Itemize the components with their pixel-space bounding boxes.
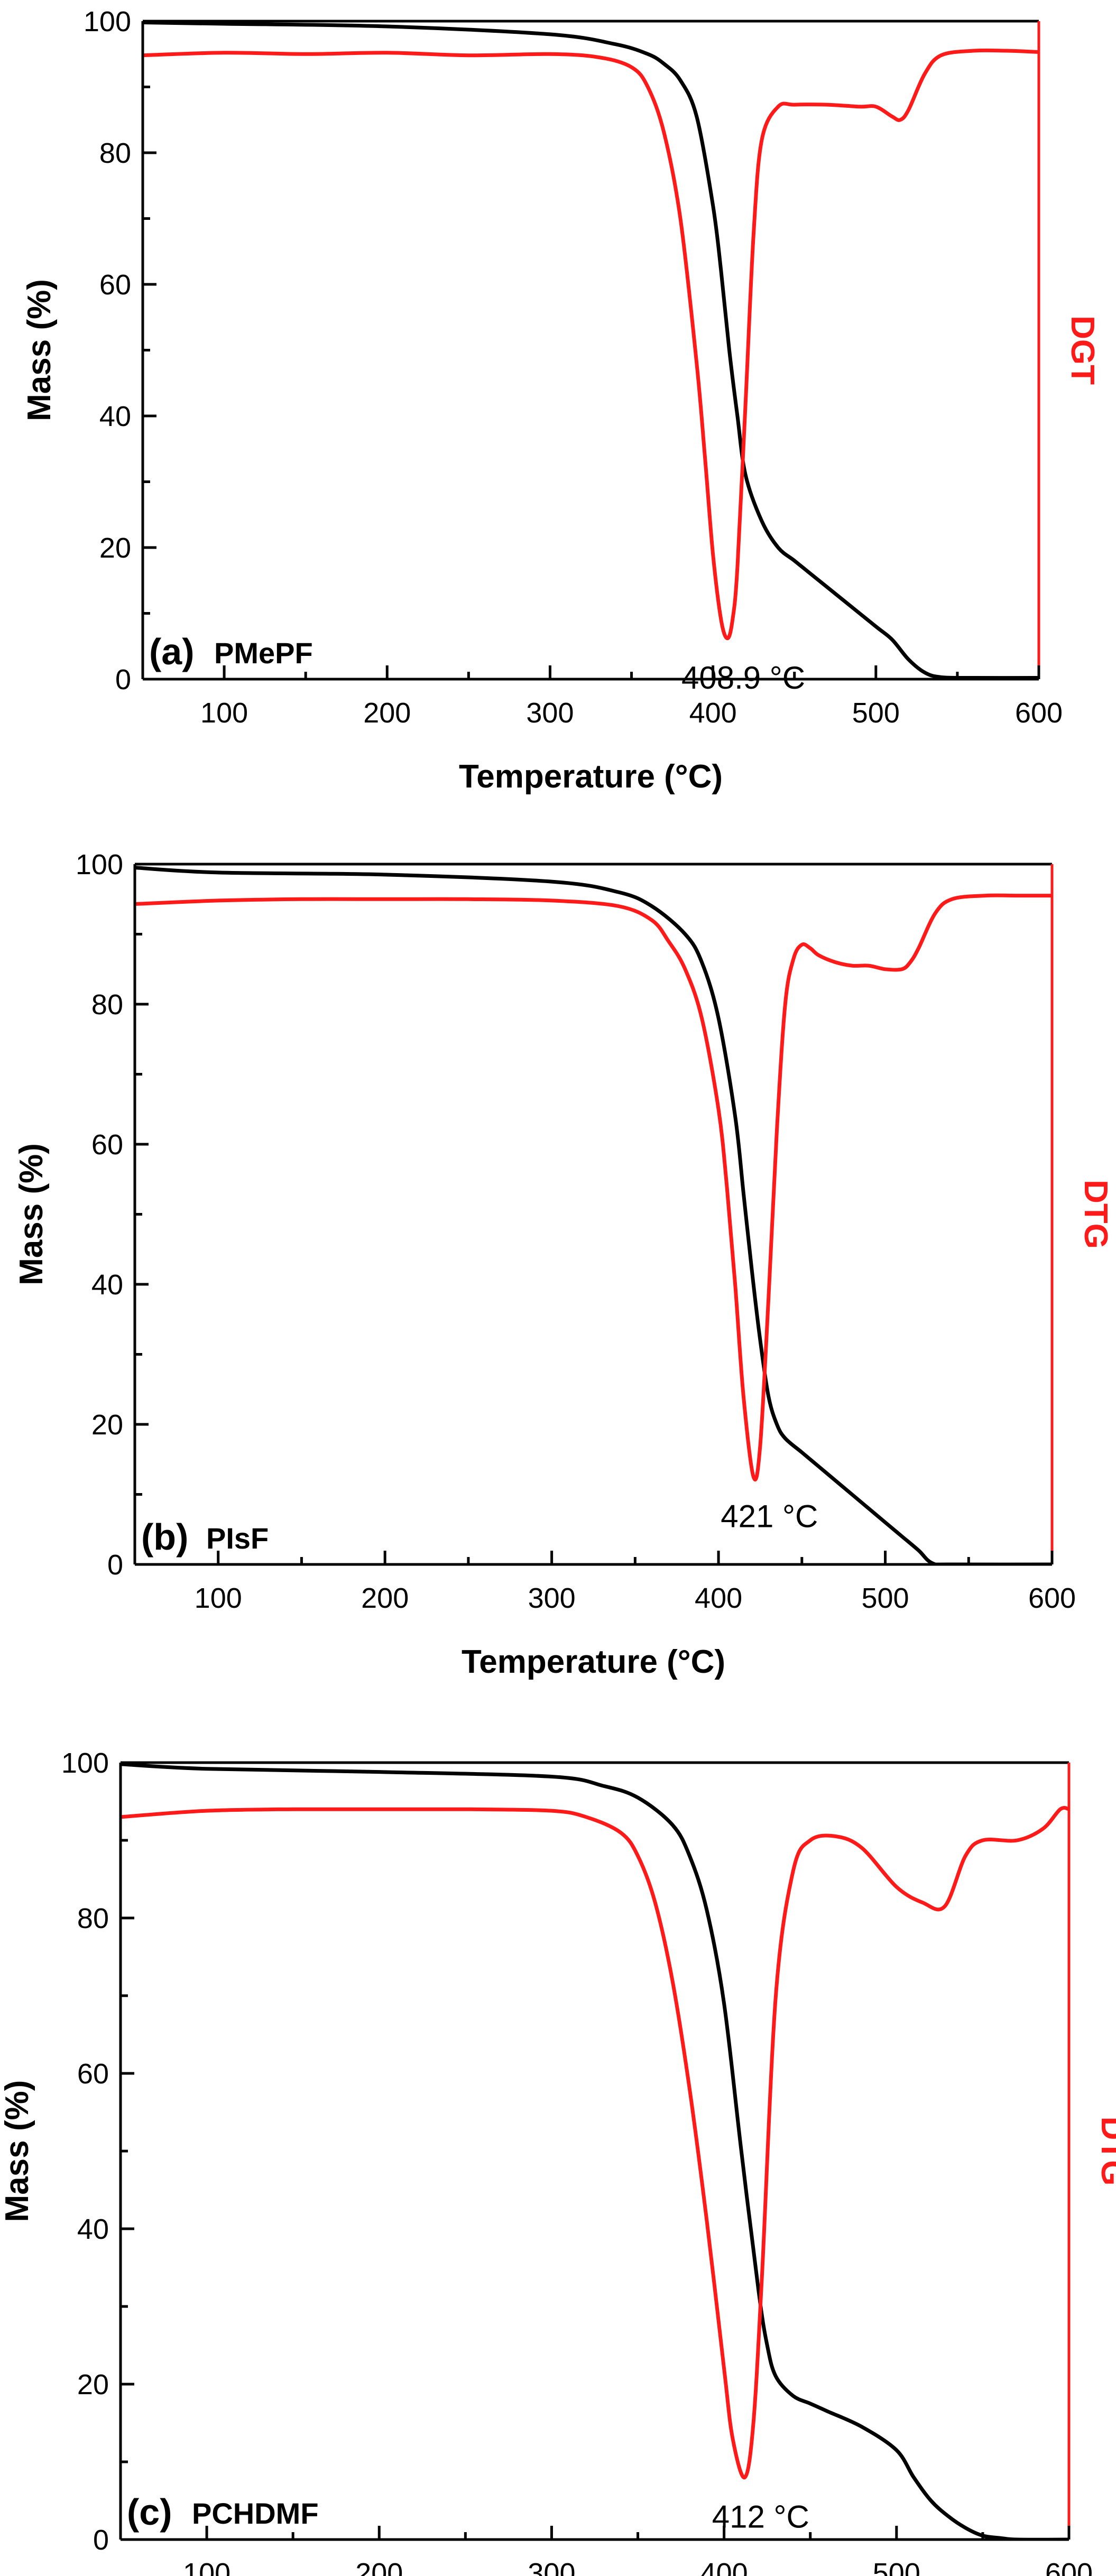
panel-tag: (c) — [127, 2491, 172, 2533]
dtg-curve — [143, 48, 1039, 641]
y-tick-label: 100 — [84, 6, 131, 38]
y-tick-label: 20 — [77, 2369, 109, 2401]
y-tick-label: 80 — [91, 989, 123, 1021]
y-tick-label: 100 — [76, 849, 123, 881]
mass-curve — [143, 21, 1039, 679]
y-tick-label: 80 — [99, 137, 131, 169]
x-tick-label: 600 — [1028, 1582, 1076, 1614]
peak-temperature-label: 408.9 °C — [681, 660, 805, 696]
mass-curve — [121, 1763, 1069, 2540]
x-tick-label: 300 — [528, 2558, 575, 2576]
dtg-axis-title: DTG — [1077, 1180, 1114, 1249]
y-tick-label: 20 — [99, 532, 131, 564]
dtg-axis-title: DTG — [1094, 2117, 1116, 2186]
panel-a: 100 200 300 400 500 600 0 20 40 60 80 100 Temperatur… — [21, 6, 1101, 795]
peak-temperature-label: 412 °C — [712, 2499, 809, 2534]
x-tick-label: 500 — [852, 697, 900, 729]
x-tick-label: 300 — [526, 697, 574, 729]
panels-group: 100 200 300 400 500 600020406080100Temperatur… — [0, 6, 1116, 2576]
x-tick-label: 200 — [355, 2558, 403, 2576]
x-tick-label: 100 — [200, 697, 248, 729]
x-tick-label: 400 — [700, 2558, 748, 2576]
peak-temperature-label: 421 °C — [721, 1498, 818, 1534]
x-tick-label: 300 — [528, 1582, 576, 1614]
dtg-curve — [121, 1806, 1069, 2479]
y-axis-title: Mass (%) — [13, 1143, 50, 1285]
x-tick-label: 100 — [195, 1582, 242, 1614]
x-tick-label: 600 — [1015, 697, 1063, 729]
x-tick-label: 400 — [689, 697, 737, 729]
panel-b: 100 200 300 400 500 600 0 20 40 60 80 100 Temperatur… — [13, 849, 1114, 1680]
y-tick-label: 0 — [93, 2524, 109, 2556]
panel-tag: (a) — [149, 631, 195, 672]
y-tick-label: 60 — [77, 2058, 109, 2090]
x-axis-title: Temperature (°C) — [459, 758, 723, 795]
y-tick-label: 40 — [77, 2213, 109, 2245]
y-tick-label: 60 — [91, 1129, 123, 1161]
x-tick-label: 500 — [861, 1582, 909, 1614]
x-tick-label: 100 — [183, 2558, 230, 2576]
x-tick-label: 200 — [363, 697, 411, 729]
x-tick-label: 600 — [1045, 2558, 1093, 2576]
dtg-axis-title: DGT — [1064, 316, 1101, 385]
y-tick-label: 0 — [107, 1549, 123, 1581]
y-axis-title: Mass (%) — [21, 279, 58, 421]
y-tick-label: 0 — [115, 664, 131, 696]
x-tick-label: 200 — [361, 1582, 409, 1614]
x-tick-label: 400 — [695, 1582, 742, 1614]
panel-tag: (b) — [141, 1516, 188, 1558]
x-tick-label: 500 — [873, 2558, 920, 2576]
panel-sample-name: PMePF — [214, 636, 313, 670]
dtg-curve — [135, 893, 1052, 1482]
y-tick-label: 60 — [99, 269, 131, 301]
y-tick-label: 80 — [77, 1903, 109, 1934]
panel-c: 100200300400500600020406080100Temperatur… — [0, 1747, 1116, 2576]
y-tick-label: 40 — [91, 1269, 123, 1301]
y-tick-label: 20 — [91, 1409, 123, 1441]
mass-curve — [135, 866, 1052, 1564]
y-tick-label: 100 — [61, 1747, 109, 1779]
panel-sample-name: PIsF — [206, 1522, 269, 1555]
panel-sample-name: PCHDMF — [192, 2497, 319, 2530]
y-axis-title: Mass (%) — [0, 2080, 35, 2222]
x-axis-title: Temperature (°C) — [462, 1644, 725, 1680]
y-tick-label: 40 — [99, 401, 131, 432]
